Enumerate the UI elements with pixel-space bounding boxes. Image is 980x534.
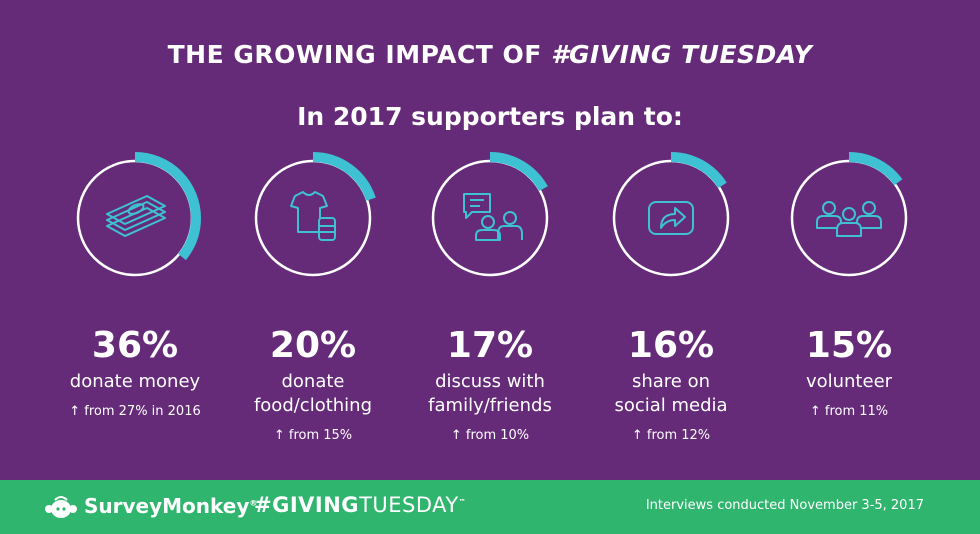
- donut-volunteer: [783, 152, 915, 284]
- label-line: family/friends: [428, 395, 552, 416]
- chart-subtitle: In 2017 supporters plan to:: [297, 102, 683, 131]
- pct-donate-food: 20%: [269, 325, 357, 366]
- stat-share: 16% share on social media ↑ from 12%: [586, 148, 756, 443]
- footer-bar: SurveyMonkey® #GIVINGTUESDAY™ Interviews…: [0, 480, 980, 534]
- arrow-up-icon: ↑: [273, 428, 289, 443]
- arrow-up-icon: ↑: [809, 404, 825, 419]
- change-donate-money: ↑ from 27% in 2016: [50, 404, 220, 419]
- label-line: social media: [614, 395, 728, 416]
- arc-donate-money: [69, 152, 201, 284]
- share-arrow-icon: [648, 201, 694, 235]
- shirt-and-can-icon: [290, 191, 336, 241]
- stat-donate-food: 20% donate food/clothing ↑ from 15%: [228, 148, 398, 443]
- label-donate-food: donate food/clothing: [228, 370, 398, 418]
- arc-share: [605, 152, 737, 284]
- surveymonkey-wordmark: SurveyMonkey®: [84, 494, 257, 518]
- stat-volunteer: 15% volunteer ↑ from 11%: [764, 148, 934, 419]
- campaign-prefix: #GI: [254, 493, 299, 517]
- campaign-mark: ™: [458, 498, 467, 506]
- change-donate-food: ↑ from 15%: [228, 428, 398, 443]
- pct-share: 16%: [627, 325, 715, 366]
- arrow-up-icon: ↑: [69, 404, 85, 419]
- pct-volunteer: 15%: [805, 325, 893, 366]
- pct-discuss: 17%: [446, 325, 534, 366]
- stat-donate-money: 36% donate money ↑ from 27% in 2016: [50, 148, 220, 419]
- label-volunteer: volunteer: [764, 370, 934, 394]
- surveymonkey-logo: SurveyMonkey®: [44, 492, 257, 520]
- change-text: from 11%: [824, 404, 889, 419]
- label-line: food/clothing: [253, 395, 373, 416]
- givingtuesday-logo: #GIVINGTUESDAY™: [254, 493, 466, 517]
- title-highlight: #GIVING TUESDAY: [551, 40, 813, 69]
- arc-donate-food: [247, 152, 379, 284]
- monkey-icon: [45, 496, 77, 518]
- interviews-note: Interviews conducted November 3-5, 2017: [645, 498, 924, 513]
- chart-title: THE GROWING IMPACT OF #GIVING TUESDAY: [0, 40, 980, 69]
- stat-discuss: 17% discuss with family/friends ↑ from 10…: [405, 148, 575, 443]
- change-text: from 27% in 2016: [84, 404, 201, 419]
- brand-mark: ®: [249, 498, 258, 508]
- label-share: share on social media: [586, 370, 756, 418]
- campaign-suffix: TUESDAY: [359, 493, 459, 517]
- label-line: share on: [631, 371, 711, 392]
- brand-name: SurveyMonkey: [84, 494, 250, 518]
- money-stack-icon: [106, 195, 166, 237]
- arc-volunteer: [783, 152, 915, 284]
- donut-donate-money: [69, 152, 201, 284]
- donut-discuss: [424, 152, 556, 284]
- conversation-icon: [463, 193, 523, 241]
- label-line: discuss with: [435, 371, 545, 392]
- label-donate-money: donate money: [50, 370, 220, 394]
- change-text: from 15%: [288, 428, 353, 443]
- arrow-up-icon: ↑: [450, 428, 466, 443]
- label-line: donate: [281, 371, 345, 392]
- donut-donate-food: [247, 152, 379, 284]
- title-prefix: THE GROWING IMPACT OF: [167, 40, 552, 69]
- arc-discuss: [424, 152, 556, 284]
- campaign-mid: ING: [314, 493, 360, 517]
- donut-share: [605, 152, 737, 284]
- change-share: ↑ from 12%: [586, 428, 756, 443]
- change-volunteer: ↑ from 11%: [764, 404, 934, 419]
- label-line: volunteer: [805, 371, 893, 392]
- label-discuss: discuss with family/friends: [405, 370, 575, 418]
- label-line: donate money: [69, 371, 201, 392]
- group-icon: [816, 201, 882, 237]
- heart-v-icon: V: [298, 493, 315, 517]
- change-text: from 10%: [465, 428, 530, 443]
- pct-donate-money: 36%: [91, 325, 179, 366]
- arrow-up-icon: ↑: [631, 428, 647, 443]
- change-text: from 12%: [646, 428, 711, 443]
- change-discuss: ↑ from 10%: [405, 428, 575, 443]
